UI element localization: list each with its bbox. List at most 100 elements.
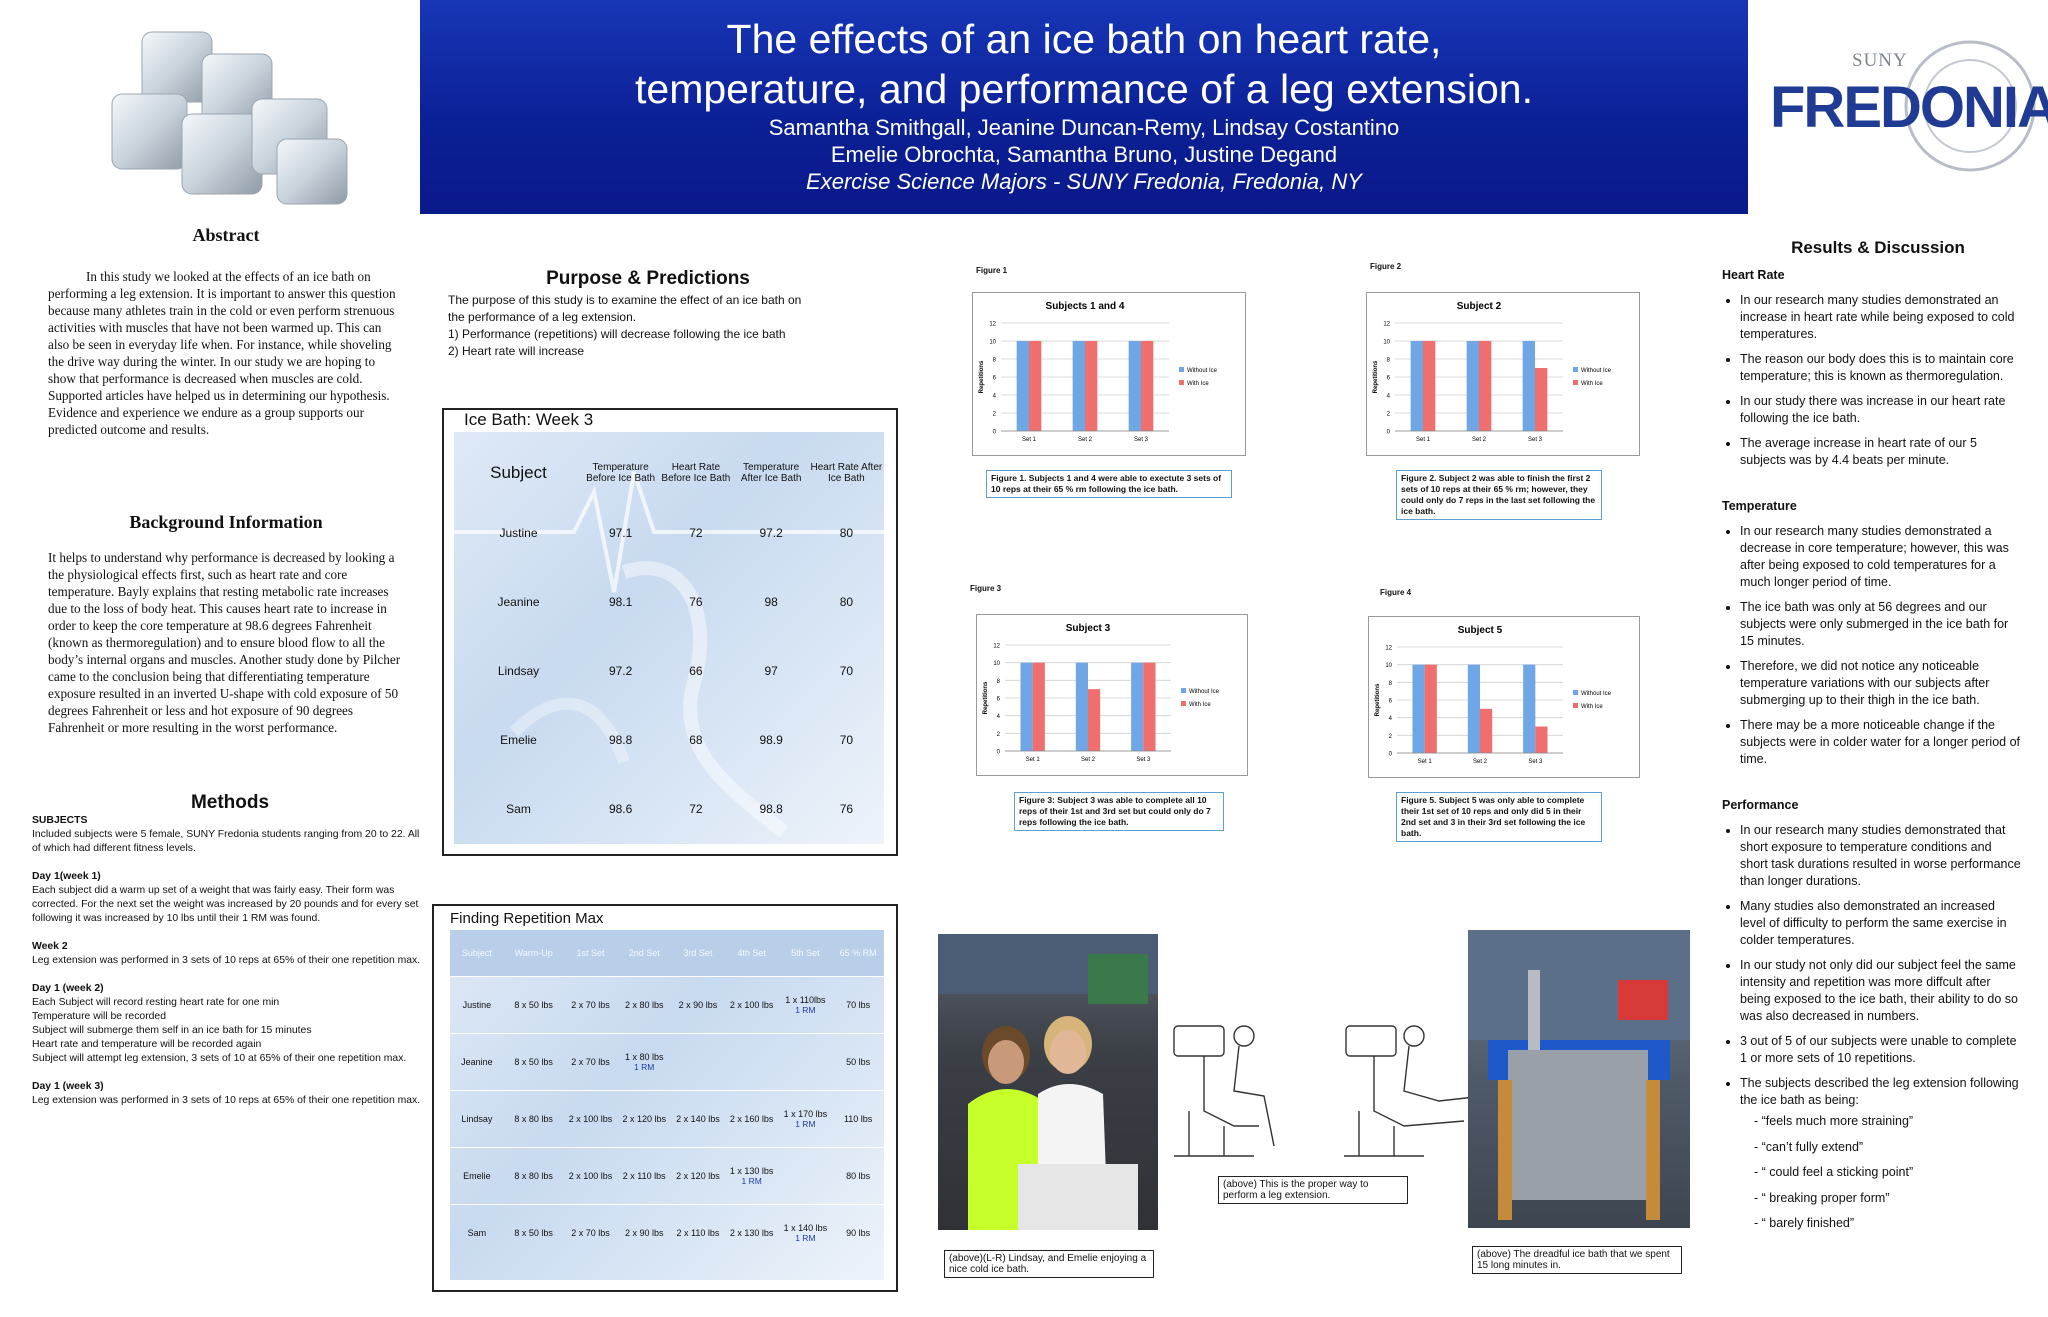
y-tick-label: 8	[1387, 358, 1391, 364]
abstract-text: In this study we looked at the effects o…	[48, 269, 396, 437]
authors-line2: Emelie Obrochta, Samantha Bruno, Justine…	[830, 142, 1338, 167]
purpose-line: The purpose of this study is to examine …	[448, 293, 802, 307]
bar-without-ice	[1466, 341, 1479, 431]
logo-fredonia: FREDONIA	[1770, 75, 2048, 140]
y-tick-label: 0	[1389, 752, 1393, 758]
ice-cubes-image	[92, 24, 352, 209]
cell: 2 x 100 lbs	[563, 1090, 618, 1148]
cell: 98.6	[608, 801, 633, 816]
cell: Lindsay	[450, 1090, 504, 1148]
figure1-label: Figure 1	[976, 266, 1008, 275]
legend-swatch	[1181, 688, 1186, 693]
cell: 97.2	[759, 525, 783, 540]
photo1-caption: (above)(L-R) Lindsay, and Emelie enjoyin…	[944, 1250, 1154, 1278]
quote-item: - “ could feel a sticking point”	[1754, 1165, 1914, 1179]
cell: Emelie	[450, 1147, 504, 1205]
cell: 8 x 50 lbs	[503, 976, 564, 1034]
purpose-line: 1) Performance (repetitions) will decrea…	[448, 327, 786, 341]
figure1-caption: Figure 1. Subjects 1 and 4 were able to …	[986, 470, 1232, 498]
y-tick-label: 10	[1385, 663, 1392, 669]
x-tick-label: Set 1	[1022, 437, 1037, 443]
x-tick-label: Set 2	[1078, 437, 1093, 443]
y-tick-label: 6	[1387, 376, 1391, 382]
bar-with-ice	[1535, 726, 1548, 753]
cell: 1 x 110lbs	[785, 995, 826, 1005]
cell: Justine	[450, 976, 504, 1034]
th: Warm-Up	[503, 930, 564, 977]
cell: 70	[839, 732, 854, 747]
th: 1st Set	[563, 930, 618, 977]
x-tick-label: Set 1	[1026, 757, 1041, 763]
cell: 72	[689, 801, 703, 816]
figure2-label: Figure 2	[1370, 262, 1402, 271]
y-axis-label: Repetitions	[1375, 683, 1381, 716]
legend-label: With Ice	[1581, 381, 1603, 387]
results-body: Heart Rate In our research many studies …	[1722, 268, 2022, 1237]
x-tick-label: Set 3	[1134, 437, 1149, 443]
authors-line1: Samantha Smithgall, Jeanine Duncan-Remy,…	[768, 115, 1400, 140]
cell: 50 lbs	[832, 1033, 884, 1091]
cell: 2 x 70 lbs	[563, 1204, 618, 1261]
purpose-text: The purpose of this study is to examine …	[448, 292, 868, 360]
bar-with-ice	[1480, 708, 1493, 753]
legend-label: With Ice	[1189, 702, 1211, 708]
poster-title-line2: temperature, and performance of a leg ex…	[635, 66, 1533, 112]
methods-step: Subject will submerge them self in an ic…	[32, 1025, 312, 1036]
cell: 76	[689, 594, 703, 609]
heartbeat-silhouette	[454, 471, 884, 838]
cell-rm: 1 x 170 lbs 1 RM	[778, 1090, 833, 1148]
chart-title: Subject 3	[1066, 623, 1111, 634]
legend-label: With Ice	[1581, 704, 1603, 710]
cell: 2 x 100 lbs	[724, 976, 779, 1034]
cell: Sam	[506, 801, 531, 816]
list-item: In our research many studies demonstrate…	[1740, 822, 2022, 890]
y-tick-label: 2	[1387, 412, 1391, 418]
cell: 2 x 130 lbs	[724, 1204, 779, 1261]
y-tick-label: 2	[993, 412, 997, 418]
cell	[724, 1033, 779, 1091]
y-tick-label: 2	[1389, 734, 1393, 740]
table-row: Sam 98.6 72 98.8 76	[454, 774, 884, 843]
ice-bath-panel: Ice Bath: Week 3 Subject Temperature Bef…	[442, 408, 898, 856]
purpose-line: the performance of a leg extension.	[448, 310, 637, 324]
photo2-caption: (above) This is the proper way to perfor…	[1218, 1176, 1408, 1204]
bar-with-ice	[1088, 689, 1101, 751]
cell: 68	[689, 732, 703, 747]
bar-without-ice	[1467, 664, 1480, 753]
x-tick-label: Set 2	[1473, 759, 1488, 765]
methods-step: Temperature will be recorded	[32, 1011, 166, 1022]
y-tick-label: 6	[997, 697, 1001, 703]
y-tick-label: 4	[1387, 394, 1391, 400]
x-tick-label: Set 1	[1416, 437, 1431, 443]
legend-label: Without Ice	[1581, 691, 1612, 697]
figure2-caption: Figure 2. Subject 2 was able to finish t…	[1396, 470, 1602, 520]
bar-without-ice	[1075, 662, 1088, 751]
y-axis-label: Repetitions	[1373, 360, 1379, 393]
cell-rm: 1 x 130 lbs 1 RM	[724, 1147, 779, 1205]
y-tick-label: 12	[989, 322, 996, 328]
cell: 2 x 140 lbs	[671, 1090, 725, 1148]
cell: 1 x 130 lbs	[729, 1166, 774, 1176]
legend-swatch	[1573, 380, 1578, 385]
x-tick-label: Set 3	[1528, 759, 1543, 765]
th-hr-before: Heart Rate Before Ice Bath	[661, 462, 731, 484]
methods-day1-week3-heading: Day 1 (week 3)	[32, 1081, 104, 1092]
table-row: Emelie 8 x 80 lbs 2 x 100 lbs 2 x 110 lbs 2 …	[450, 1147, 884, 1205]
list-item: The average increase in heart rate of ou…	[1740, 435, 2022, 469]
y-tick-label: 6	[993, 376, 997, 382]
rm-label: 1 RM	[795, 1005, 816, 1015]
performance-heading: Performance	[1722, 798, 1799, 812]
ice-bath-title: Ice Bath: Week 3	[464, 410, 594, 429]
cell: 1 x 80 lbs	[624, 1052, 664, 1062]
poster-title-line1: The effects of an ice bath on heart rate…	[726, 16, 1442, 62]
ice-bath-tub-photo	[1468, 930, 1690, 1228]
bar-with-ice	[1032, 662, 1045, 751]
legend-label: Without Ice	[1581, 368, 1612, 374]
cell: 2 x 110 lbs	[671, 1204, 725, 1261]
bar-without-ice	[1131, 662, 1144, 751]
x-tick-label: Set 2	[1081, 757, 1096, 763]
legend-swatch	[1179, 380, 1184, 385]
results-heading: Results & Discussion	[1791, 238, 1965, 257]
bar-without-ice	[1020, 662, 1033, 751]
methods-step: Subject will attempt leg extension, 3 se…	[32, 1053, 407, 1064]
